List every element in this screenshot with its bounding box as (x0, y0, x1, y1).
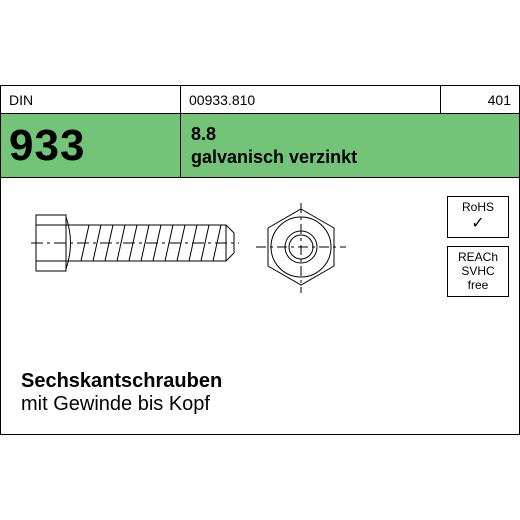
description-line2: mit Gewinde bis Kopf (21, 393, 222, 416)
spec-cell: 8.8 galvanisch verzinkt (181, 114, 519, 177)
reach-line2: SVHC (450, 265, 506, 279)
din-number: 933 (1, 114, 181, 177)
reach-line3: free (450, 279, 506, 293)
standard-label: DIN (1, 86, 181, 113)
rohs-label: RoHS (450, 201, 506, 215)
reach-line1: REACh (450, 251, 506, 265)
rohs-badge: RoHS ✓ (447, 196, 509, 238)
article-number: 00933.810 (181, 86, 441, 113)
description-line1: Sechskantschrauben (21, 370, 222, 393)
description: Sechskantschrauben mit Gewinde bis Kopf (21, 370, 222, 416)
check-icon: ✓ (450, 215, 506, 233)
technical-drawing (1, 178, 519, 318)
bolt-front-view-icon (256, 203, 346, 293)
spec-band: 933 8.8 galvanisch verzinkt (1, 114, 519, 178)
code: 401 (441, 86, 519, 113)
finish: galvanisch verzinkt (191, 147, 509, 168)
bolt-side-view-icon (31, 203, 241, 293)
strength-class: 8.8 (191, 124, 509, 145)
header-row: DIN 00933.810 401 (1, 86, 519, 114)
datasheet: DIN 00933.810 401 933 8.8 galvanisch ver… (0, 85, 520, 435)
reach-badge: REACh SVHC free (447, 246, 509, 297)
